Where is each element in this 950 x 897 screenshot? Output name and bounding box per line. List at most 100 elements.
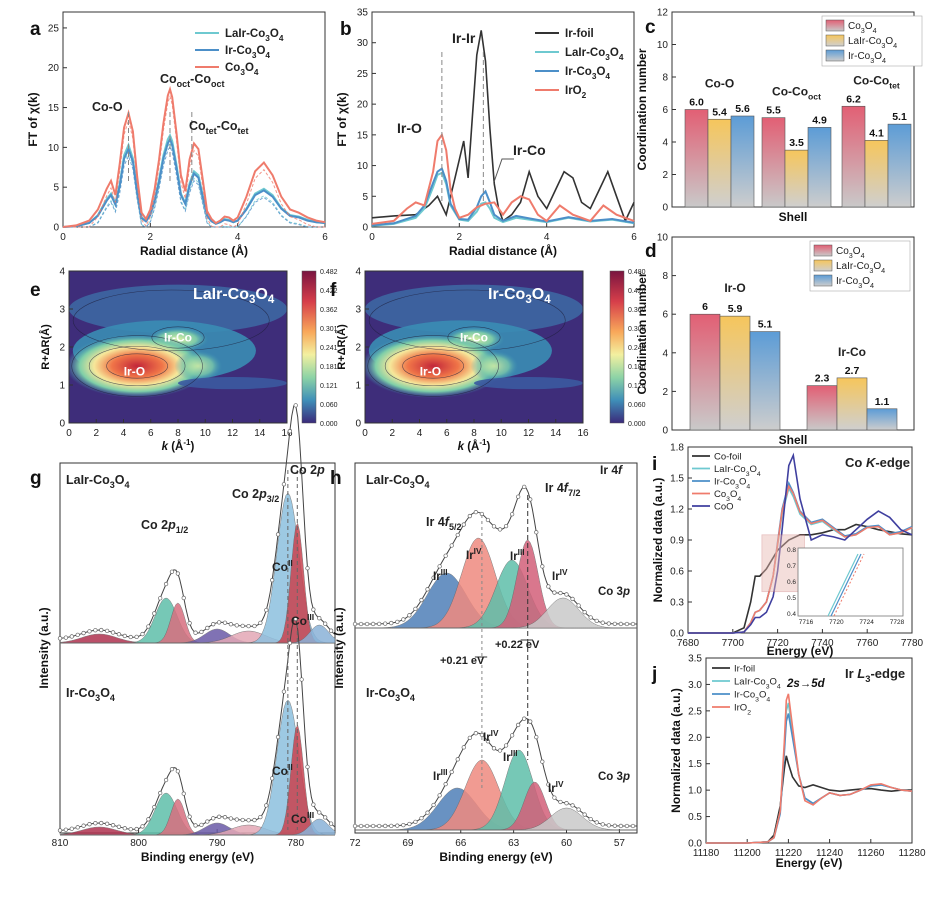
legend-label: Ir-foil	[565, 28, 594, 40]
data-point	[491, 746, 497, 751]
shift-label: +0.22 eV	[495, 639, 540, 651]
y-tick-label: 15	[357, 130, 369, 141]
data-point	[175, 571, 181, 576]
data-point	[630, 621, 636, 627]
panel-label: f	[330, 280, 337, 301]
data-point	[383, 621, 388, 626]
x-tick-label: 7680	[677, 638, 700, 649]
y-axis-label: Normalized data (a.u.)	[651, 478, 665, 603]
y-tick-label: 20	[48, 63, 60, 74]
plot-frame	[62, 11, 326, 228]
panel-label: h	[330, 468, 342, 489]
x-tick-label: 2	[93, 428, 99, 439]
component-label: IrIII	[433, 568, 448, 583]
contour-line	[106, 353, 168, 379]
region-label: Ir-Co	[460, 331, 488, 345]
data-point	[246, 623, 251, 629]
data-point	[69, 826, 74, 831]
plot-frame	[705, 657, 913, 844]
bar-value-label: 6.0	[689, 97, 704, 109]
panel-label: j	[651, 664, 657, 685]
contour-band	[178, 377, 287, 390]
bar	[807, 127, 832, 208]
data-point	[413, 606, 418, 612]
y-tick-label: 6	[662, 310, 668, 321]
inset-line	[833, 553, 865, 617]
y-tick-label: 4	[662, 348, 668, 359]
component-label: CoIII	[291, 810, 314, 826]
x-tick-label: 780	[287, 838, 304, 849]
y-axis-label: FT of χ(k)	[26, 92, 40, 146]
x-tick-label: 4	[121, 428, 127, 439]
bar-value-label: 4.9	[812, 114, 827, 126]
x-tick-label: 2	[457, 232, 463, 243]
y-tick-label: 1	[59, 381, 65, 392]
data-point	[570, 803, 575, 808]
data-point	[281, 689, 287, 694]
data-point	[377, 823, 382, 829]
data-point	[516, 494, 521, 499]
data-point	[395, 823, 400, 828]
colorbar	[301, 270, 317, 424]
contour-line	[88, 345, 186, 387]
series-line	[688, 452, 913, 634]
data-point	[443, 782, 448, 787]
sample-label: Ir-Co3O4	[366, 686, 415, 703]
data-point	[358, 621, 364, 627]
x-tick-label: 8	[471, 428, 477, 439]
data-point	[352, 823, 358, 829]
region-label: Ir 4f	[600, 463, 623, 477]
bar	[730, 115, 755, 208]
legend-label: LaIr-Co3O4	[714, 464, 761, 478]
bar-value-label: 5.1	[892, 111, 907, 123]
y-tick-label: 0.3	[670, 598, 684, 609]
legend-label: Co3O4	[836, 246, 865, 260]
data-point	[63, 827, 69, 832]
inset-x-tick-label: 7720	[829, 619, 844, 626]
x-axis-label: Radial distance (Å)	[449, 243, 557, 258]
sample-label: LaIr-Co3O4	[66, 473, 130, 490]
x-tick-label: 14	[254, 428, 266, 439]
bar	[887, 123, 912, 208]
data-point	[431, 802, 436, 808]
data-point	[146, 624, 151, 629]
y-axis-label: Normalized data (a.u.)	[669, 688, 683, 813]
x-tick-label: 7720	[766, 638, 789, 649]
data-point	[546, 584, 551, 589]
y-tick-label: 0	[59, 419, 65, 430]
bar	[707, 118, 732, 208]
data-point	[158, 790, 163, 796]
data-point	[491, 524, 497, 529]
y-tick-label: 25	[48, 23, 60, 34]
transition-label: 2s→5d	[786, 678, 826, 690]
data-point	[413, 819, 418, 825]
y-tick-label: 6	[662, 105, 668, 116]
data-point	[624, 823, 630, 829]
data-point	[425, 587, 430, 592]
component-label: IrIV	[552, 568, 568, 583]
region-label: Co 2p	[290, 463, 325, 477]
legend-label: CoO	[714, 502, 734, 513]
data-point	[425, 810, 430, 815]
data-point	[516, 722, 521, 728]
bar	[784, 149, 809, 208]
y-tick-label: 12	[657, 8, 669, 19]
legend-swatch	[825, 49, 845, 62]
data-point	[222, 815, 228, 820]
data-point	[75, 825, 80, 830]
legend-label: Co3O4	[714, 489, 741, 503]
data-point	[216, 814, 222, 819]
bar-value-label: 2.7	[845, 365, 860, 377]
chart-title: Ir L3-edge	[845, 666, 905, 684]
y-tick-label: 20	[357, 100, 369, 111]
y-tick-label: 30	[357, 38, 369, 49]
data-point	[485, 739, 491, 744]
legend-label: Ir-Co3O4	[714, 477, 750, 491]
component-label: Co 3p	[598, 771, 630, 783]
x-axis-label: Radial distance (Å)	[140, 243, 248, 258]
x-tick-label: 66	[455, 838, 467, 849]
y-tick-label: 2	[59, 343, 65, 354]
panel-c: 0 2 4 6 8 10 12c Shell Coordination number 6.0 5.4…	[635, 8, 923, 224]
